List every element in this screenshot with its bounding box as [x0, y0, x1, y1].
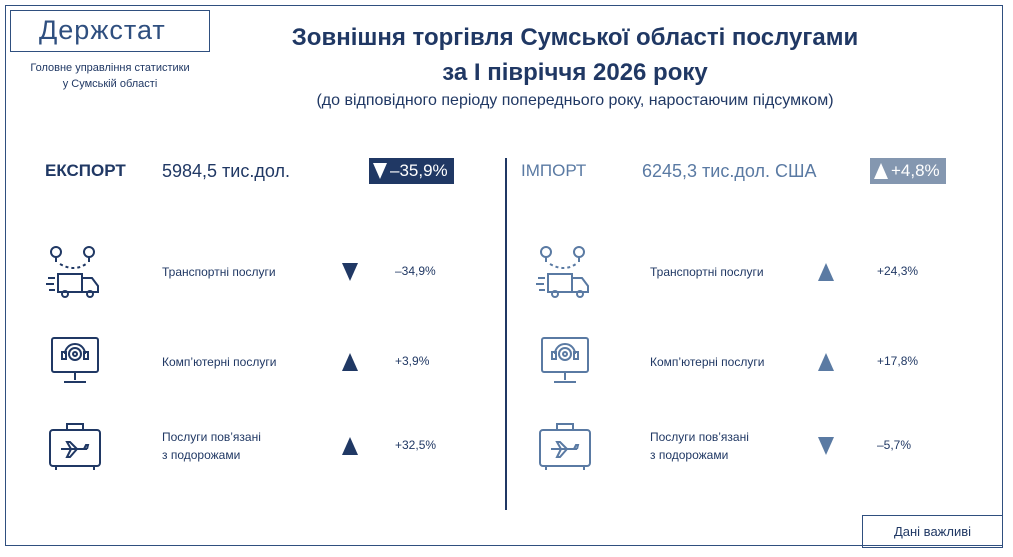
item-label: Комп’ютерні послуги [650, 355, 765, 369]
direction-arrow [342, 353, 358, 371]
item-label: Послуги пов’язані [650, 430, 749, 444]
item-change: +3,9% [395, 354, 430, 368]
item-label: Послуги пов’язані [162, 430, 261, 444]
direction-arrow [818, 353, 834, 371]
item-label: Транспортні послуги [162, 265, 276, 279]
item-label: Комп’ютерні послуги [162, 355, 277, 369]
change-badge: –35,9% [369, 158, 454, 184]
item-icon [536, 334, 596, 395]
item-arrow [342, 263, 358, 286]
direction-arrow [818, 263, 834, 281]
item-change: +17,8% [877, 354, 919, 368]
item-arrow [818, 263, 834, 286]
org-name: Головне управління статистики [30, 62, 190, 74]
item-arrow [818, 353, 834, 376]
item-label: з подорожами [650, 448, 729, 462]
panel-total: 5984,5 тис.дол. [162, 161, 290, 181]
item-label: з подорожами [162, 448, 241, 462]
item-change: –34,9% [395, 264, 436, 278]
change-badge: +4,8% [870, 158, 946, 184]
title: за І півріччя 2026 року [442, 59, 708, 86]
change-value: –35,9% [390, 161, 448, 180]
org-name: у Сумській області [62, 78, 158, 90]
suitcase-icon [49, 423, 101, 470]
title: Зовнішня торгівля Сумської області послу… [291, 24, 859, 51]
item-icon [536, 244, 596, 305]
item-label: Транспортні послуги [650, 265, 764, 279]
divider [505, 158, 507, 510]
direction-arrow [373, 163, 387, 179]
panel-total: 6245,3 тис.дол. США [642, 161, 817, 181]
item-arrow [342, 353, 358, 376]
direction-arrow [342, 437, 358, 455]
frame [5, 5, 1003, 546]
item-arrow [342, 437, 358, 460]
item-icon [536, 418, 596, 479]
panel-label: ІМПОРТ [521, 161, 587, 180]
panel-label: ЕКСПОРТ [45, 161, 126, 180]
direction-arrow [874, 163, 888, 179]
truck-icon [46, 246, 99, 298]
item-icon [46, 244, 106, 305]
direction-arrow [342, 263, 358, 281]
computer-icon [51, 337, 99, 383]
item-change: +32,5% [395, 438, 437, 452]
computer-icon [541, 337, 589, 383]
logo: Держстат [10, 10, 210, 52]
subtitle: (до відповідного періоду попереднього ро… [316, 92, 834, 109]
item-change: +24,3% [877, 264, 919, 278]
suitcase-icon [539, 423, 591, 470]
item-icon [46, 334, 106, 395]
truck-icon [536, 246, 589, 298]
item-icon [46, 418, 106, 479]
item-change: –5,7% [877, 438, 912, 452]
button[interactable]: Дані важливі [862, 515, 1003, 548]
direction-arrow [818, 437, 834, 455]
change-value: +4,8% [891, 161, 940, 180]
item-arrow [818, 437, 834, 460]
